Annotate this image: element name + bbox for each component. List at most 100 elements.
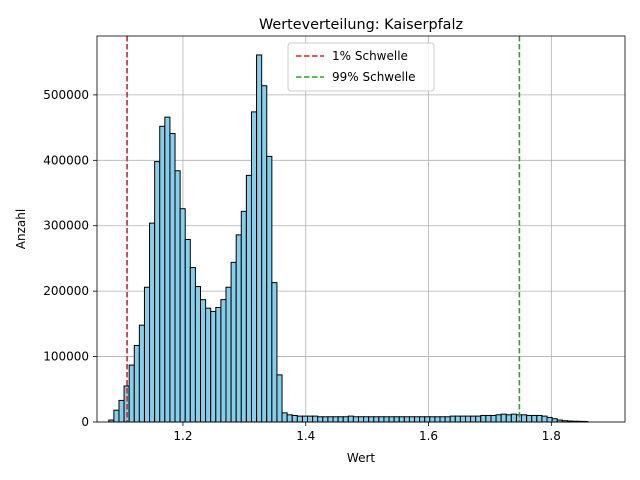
histogram-bar (342, 416, 349, 423)
histogram-bar (261, 85, 268, 423)
histogram-bar (332, 416, 339, 423)
x-tick-label: 1.8 (542, 429, 561, 443)
histogram-bar (312, 415, 319, 423)
histogram-bar (357, 416, 365, 423)
histogram-bar (215, 307, 222, 423)
histogram-bar (235, 234, 242, 423)
histogram-bar (444, 416, 451, 423)
histogram-bar (317, 416, 324, 423)
histogram-bar (322, 416, 329, 423)
y-axis-ticks: 0 100000 200000 300000 400000 500000 (43, 88, 97, 429)
histogram-bar (118, 399, 125, 423)
histogram-bar (383, 416, 390, 423)
histogram-bar (485, 414, 492, 423)
histogram-bar (388, 416, 395, 423)
y-tick-label: 100000 (43, 350, 89, 364)
histogram-bar (434, 416, 441, 423)
y-tick-label: 200000 (43, 284, 89, 298)
histogram-bar (143, 286, 151, 423)
legend-label-1pct: 1% Schwelle (332, 49, 408, 63)
histogram-bar (414, 416, 421, 423)
threshold-lines (126, 36, 521, 422)
legend: 1% Schwelle 99% Schwelle (287, 42, 435, 92)
legend-box (287, 42, 435, 92)
x-tick-label: 1.2 (173, 429, 192, 443)
histogram-bar (373, 416, 380, 423)
histogram-bar (454, 415, 461, 423)
y-axis-label: Anzahl (14, 209, 28, 249)
histogram-bar (531, 414, 538, 423)
histogram-bar (271, 282, 278, 423)
histogram-bar (179, 208, 186, 423)
histogram-bar (521, 414, 528, 423)
histogram-bar (301, 415, 309, 423)
histogram-bar (250, 111, 258, 423)
histogram-bar (220, 299, 227, 423)
histogram-bar (347, 415, 354, 423)
chart-title: Werteverteilung: Kaiserpfalz (259, 17, 463, 33)
histogram-bar (541, 415, 548, 423)
y-tick-label: 0 (81, 415, 89, 429)
histogram-bar (205, 307, 212, 423)
legend-label-99pct: 99% Schwelle (332, 70, 416, 84)
histogram-bar (429, 416, 436, 423)
histogram-bar (449, 415, 456, 423)
histogram-bar (495, 414, 502, 423)
histogram-bar (327, 416, 334, 423)
histogram-bar (363, 416, 370, 423)
histogram-bar (459, 415, 466, 423)
histogram-bar (240, 210, 247, 423)
histogram-bar (439, 416, 446, 423)
y-tick-label: 400000 (43, 153, 89, 167)
histogram-bar (225, 286, 232, 423)
histogram-bar (408, 416, 416, 423)
histogram-bar (245, 174, 252, 423)
histogram-bar (113, 409, 120, 423)
histogram-bar (210, 310, 217, 423)
histogram-bar (475, 415, 482, 423)
histogram-bar (159, 125, 166, 423)
histogram-bar (189, 267, 196, 423)
histogram-bar (296, 415, 303, 423)
y-tick-label: 500000 (43, 88, 89, 102)
histogram-bar (480, 414, 487, 423)
histogram-bar (174, 170, 181, 423)
histogram-bar (286, 414, 293, 423)
histogram-bar (138, 324, 145, 423)
plot-frame (96, 35, 626, 423)
x-tick-label: 1.4 (296, 429, 315, 443)
histogram-bar (154, 161, 161, 423)
histogram-bar (133, 344, 140, 423)
histogram-bar (378, 416, 385, 423)
histogram-bar (164, 116, 171, 423)
histogram-bar (526, 414, 533, 423)
histogram-bar (184, 238, 191, 423)
histogram-bar (398, 416, 405, 423)
histogram-bar (368, 416, 375, 423)
histogram-bar (337, 416, 344, 423)
x-tick-label: 1.6 (419, 429, 438, 443)
histogram-bar (546, 416, 553, 423)
histogram-bar (276, 374, 283, 423)
y-tick-label: 300000 (43, 219, 89, 233)
x-axis-ticks: 1.2 1.4 1.6 1.8 (173, 422, 561, 443)
histogram-bar (352, 416, 359, 423)
histogram-bar (149, 222, 156, 423)
histogram-bar (403, 416, 410, 423)
histogram-bar (291, 414, 298, 423)
histogram-bar (419, 416, 426, 423)
histogram-bar (393, 416, 400, 423)
histogram-bar (194, 286, 202, 423)
histogram-bar (500, 413, 507, 423)
histogram-bar (490, 414, 497, 423)
histogram-bar (230, 261, 237, 423)
x-axis-label: Wert (347, 451, 375, 465)
histogram-bar (266, 155, 273, 423)
histogram-bar (551, 418, 558, 423)
histogram-bar (128, 364, 135, 423)
histogram-bar (424, 416, 431, 423)
histogram-bar (464, 415, 472, 423)
histogram-bar (169, 132, 176, 423)
histogram-bar (200, 299, 207, 423)
